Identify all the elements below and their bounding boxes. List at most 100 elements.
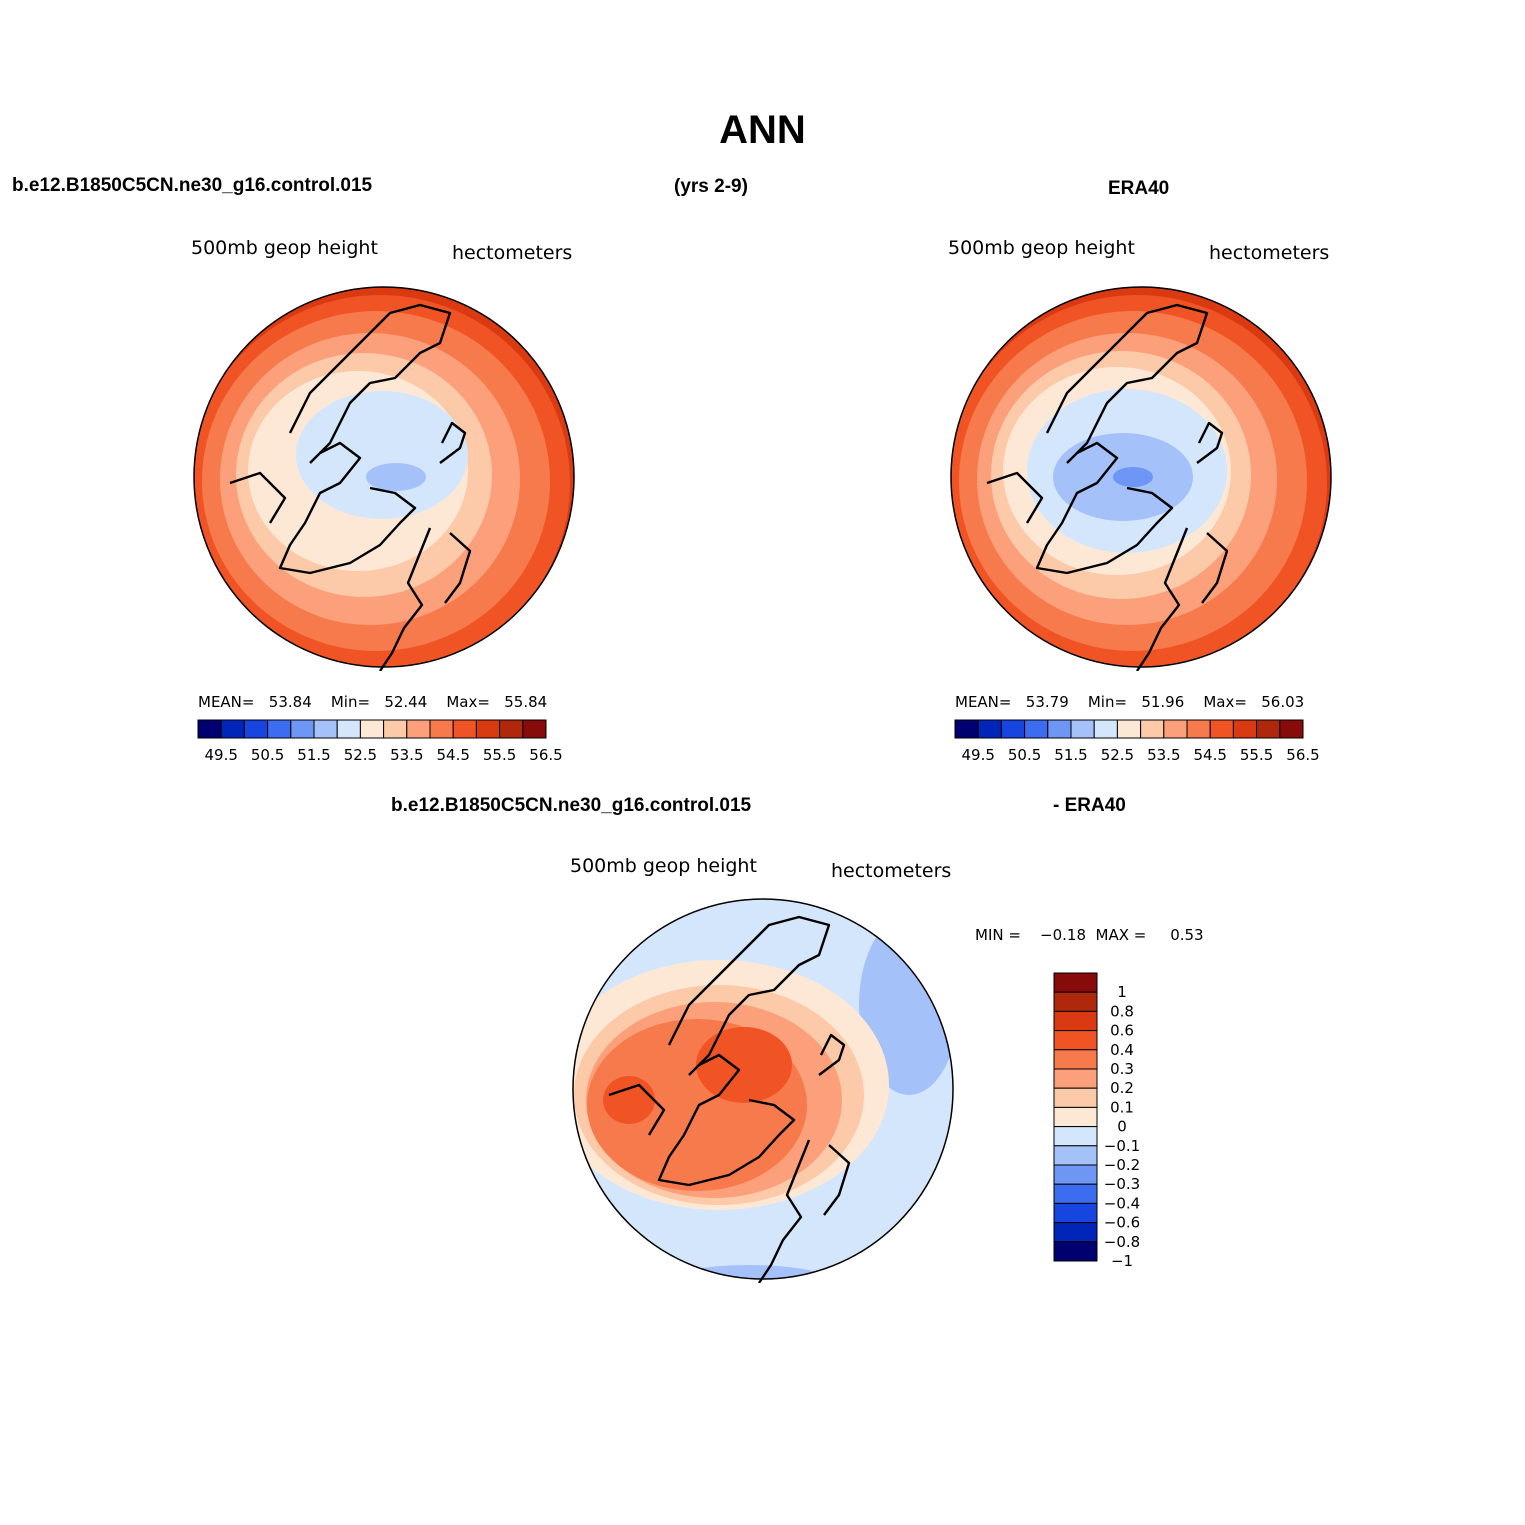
- model-stats: MEAN= 53.84 Min= 52.44 Max= 55.84: [198, 693, 547, 711]
- model-colorbar-swatch: [290, 719, 315, 739]
- obs-colorbar-swatch: [1232, 719, 1258, 739]
- diff-colorbar-swatch: [1053, 1202, 1098, 1224]
- diff-colorbar-swatch: [1053, 1106, 1098, 1128]
- model-colorbar-swatch: [336, 719, 361, 739]
- model-colorbar-tick-label: 51.5: [297, 746, 330, 764]
- diff-max-value: 0.53: [1170, 926, 1204, 944]
- diff-colorbar-tick-label: 0.2: [1110, 1079, 1134, 1097]
- obs-max-value: 56.03: [1261, 693, 1305, 711]
- figure-title: ANN: [719, 108, 806, 152]
- model-max-label: Max=: [446, 693, 490, 711]
- obs-min-value: 51.96: [1141, 693, 1185, 711]
- obs-variable-label: 500mb geop height: [948, 237, 1135, 259]
- model-colorbar-tick-label: 55.5: [483, 746, 516, 764]
- model-colorbar-tick-label: 53.5: [390, 746, 423, 764]
- obs-stats: MEAN= 53.79 Min= 51.96 Max= 56.03: [955, 693, 1304, 711]
- model-colorbar-swatch: [452, 719, 477, 739]
- model-polar-map: [193, 286, 575, 671]
- diff-colorbar-tick-label: −0.2: [1104, 1156, 1140, 1174]
- obs-colorbar-tick-label: 53.5: [1147, 746, 1180, 764]
- obs-colorbar-swatch: [1186, 719, 1211, 739]
- obs-colorbar-swatch: [977, 719, 1002, 739]
- obs-colorbar-tick-label: 55.5: [1240, 746, 1273, 764]
- diff-colorbar-swatch: [1053, 1183, 1098, 1204]
- model-colorbar-tick-label: 52.5: [344, 746, 377, 764]
- diff-colorbar-tick-label: 0.8: [1110, 1002, 1134, 1020]
- obs-colorbar-swatch: [1256, 719, 1281, 739]
- diff-coastlines: [608, 915, 851, 1283]
- diff-colorbar-swatch: [1053, 1049, 1098, 1070]
- model-units-label: hectometers: [452, 242, 573, 264]
- model-colorbar-tick-label: 56.5: [529, 746, 562, 764]
- model-colorbar-swatch: [406, 719, 431, 739]
- model-colorbar: 49.5 50.5 51.5 52.5 53.5 54.5 55.5 56.5: [197, 719, 563, 764]
- diff-colorbar-tick-label: 0.3: [1110, 1060, 1134, 1078]
- obs-colorbar-swatch: [1116, 719, 1142, 739]
- model-colorbar-swatch: [499, 719, 524, 739]
- obs-colorbar-swatch: [1140, 719, 1165, 739]
- model-colorbar-swatch: [429, 719, 454, 739]
- diff-colorbar-swatch: [1053, 1087, 1098, 1108]
- model-variable-label: 500mb geop height: [191, 237, 378, 259]
- diff-colorbar-tick-label: −0.1: [1104, 1137, 1140, 1155]
- obs-mean-label: MEAN=: [955, 693, 1012, 711]
- diff-colorbar-swatch: [1053, 1126, 1098, 1147]
- diff-colorbar-tick-label: −0.6: [1104, 1214, 1140, 1232]
- obs-max-label: Max=: [1203, 693, 1247, 711]
- model-coastlines: [229, 303, 472, 671]
- obs-colorbar-swatch: [1093, 719, 1118, 739]
- obs-colorbar-swatch: [1070, 719, 1095, 739]
- obs-min-label: Min=: [1087, 693, 1128, 711]
- diff-max-label: MAX =: [1095, 926, 1147, 944]
- model-map-boundary: [193, 286, 575, 668]
- diff-colorbar-swatch: [1053, 1222, 1098, 1243]
- model-colorbar-tick-label: 54.5: [436, 746, 469, 764]
- diff-colorbar-swatch: [1053, 1145, 1098, 1166]
- diff-obs-header: - ERA40: [1053, 795, 1126, 816]
- obs-colorbar-tick-label: 56.5: [1286, 746, 1319, 764]
- diff-colorbar-swatch: [1053, 1241, 1098, 1262]
- model-colorbar-swatch: [313, 719, 338, 739]
- model-colorbar-swatch: [267, 719, 292, 739]
- model-colorbar-swatch: [243, 719, 269, 739]
- model-colorbar-swatch: [383, 719, 408, 739]
- obs-colorbar-swatch: [954, 719, 979, 739]
- obs-colorbar-tick-label: 51.5: [1054, 746, 1087, 764]
- model-colorbar-swatch: [359, 719, 385, 739]
- diff-variable-label: 500mb geop height: [570, 855, 757, 877]
- obs-units-label: hectometers: [1209, 242, 1330, 264]
- diff-colorbar-tick-label: 0: [1117, 1118, 1127, 1136]
- obs-mean-value: 53.79: [1025, 693, 1069, 711]
- obs-colorbar-tick-label: 52.5: [1101, 746, 1134, 764]
- model-min-label: Min=: [330, 693, 371, 711]
- obs-colorbar-swatch: [1000, 719, 1026, 739]
- model-colorbar-swatch: [220, 719, 245, 739]
- years-header: (yrs 2-9): [674, 176, 748, 197]
- model-colorbar-tick-label: 49.5: [204, 746, 237, 764]
- diff-min-value: −0.18: [1040, 926, 1086, 944]
- diff-colorbar-swatch: [1053, 1068, 1098, 1089]
- model-contour-fill: [194, 287, 574, 667]
- diff-colorbar-tick-label: 0.4: [1110, 1041, 1134, 1059]
- obs-colorbar-swatch: [1163, 719, 1188, 739]
- diff-colorbar-swatch: [1053, 1164, 1098, 1185]
- diff-colorbar-swatch: [1053, 1010, 1098, 1032]
- model-colorbar-tick-label: 50.5: [251, 746, 284, 764]
- obs-colorbar-tick-label: 50.5: [1008, 746, 1041, 764]
- model-min-value: 52.44: [384, 693, 428, 711]
- obs-colorbar-swatch: [1047, 719, 1072, 739]
- diff-colorbar-swatch: [1053, 972, 1098, 993]
- diff-min-label: MIN =: [975, 926, 1021, 944]
- diff-polar-map: [572, 898, 954, 1283]
- diff-map-boundary: [572, 898, 954, 1280]
- model-mean-label: MEAN=: [198, 693, 255, 711]
- diff-stats: MIN = −0.18 MAX = 0.53: [975, 926, 1204, 944]
- obs-colorbar-swatch: [1209, 719, 1234, 739]
- obs-polar-map: [950, 286, 1332, 671]
- obs-colorbar-tick-label: 54.5: [1193, 746, 1226, 764]
- diff-colorbar-tick-label: 1: [1117, 983, 1127, 1001]
- diff-colorbar-tick-label: −0.4: [1104, 1194, 1140, 1212]
- model-colorbar-swatch: [197, 719, 222, 739]
- diff-colorbar-tick-label: 0.6: [1110, 1022, 1134, 1040]
- model-colorbar-swatch: [522, 719, 547, 739]
